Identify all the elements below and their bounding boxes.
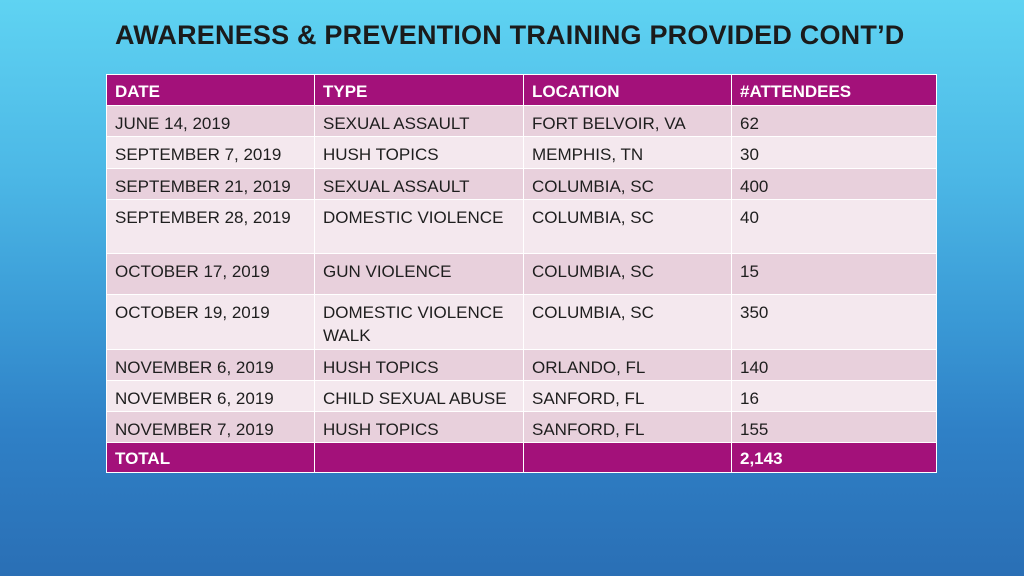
cell-date: OCTOBER 19, 2019	[106, 294, 315, 350]
cell-date: SEPTEMBER 7, 2019	[106, 136, 315, 169]
cell-type: CHILD SEXUAL ABUSE	[314, 380, 524, 412]
table-row: JUNE 14, 2019 SEXUAL ASSAULT FORT BELVOI…	[106, 105, 937, 137]
cell-attendees: 15	[731, 253, 937, 295]
cell-type: DOMESTIC VIOLENCE WALK	[314, 294, 524, 350]
table-header-row: DATE TYPE LOCATION #ATTENDEES	[106, 74, 937, 106]
cell-attendees: 350	[731, 294, 937, 350]
cell-location: COLUMBIA, SC	[523, 199, 732, 254]
cell-location: SANFORD, FL	[523, 380, 732, 412]
table-row: NOVEMBER 7, 2019 HUSH TOPICS SANFORD, FL…	[106, 411, 937, 443]
header-attendees: #ATTENDEES	[731, 74, 937, 106]
cell-location: ORLANDO, FL	[523, 349, 732, 381]
total-attendees: 2,143	[731, 442, 937, 473]
cell-date: SEPTEMBER 21, 2019	[106, 168, 315, 200]
cell-date: OCTOBER 17, 2019	[106, 253, 315, 295]
cell-location: SANFORD, FL	[523, 411, 732, 443]
table-row: NOVEMBER 6, 2019 CHILD SEXUAL ABUSE SANF…	[106, 380, 937, 412]
cell-attendees: 62	[731, 105, 937, 137]
table-row: OCTOBER 19, 2019 DOMESTIC VIOLENCE WALK …	[106, 294, 937, 350]
cell-location: MEMPHIS, TN	[523, 136, 732, 169]
cell-type: GUN VIOLENCE	[314, 253, 524, 295]
header-location: LOCATION	[523, 74, 732, 106]
cell-type: SEXUAL ASSAULT	[314, 168, 524, 200]
cell-date: NOVEMBER 7, 2019	[106, 411, 315, 443]
cell-attendees: 40	[731, 199, 937, 254]
cell-location: COLUMBIA, SC	[523, 168, 732, 200]
total-empty-location	[523, 442, 732, 473]
cell-type: DOMESTIC VIOLENCE	[314, 199, 524, 254]
cell-date: JUNE 14, 2019	[106, 105, 315, 137]
training-table: DATE TYPE LOCATION #ATTENDEES JUNE 14, 2…	[106, 74, 937, 473]
table-row: OCTOBER 17, 2019 GUN VIOLENCE COLUMBIA, …	[106, 253, 937, 295]
total-label: TOTAL	[106, 442, 315, 473]
cell-type: HUSH TOPICS	[314, 136, 524, 169]
cell-date: SEPTEMBER 28, 2019	[106, 199, 315, 254]
cell-attendees: 140	[731, 349, 937, 381]
header-date: DATE	[106, 74, 315, 106]
header-type: TYPE	[314, 74, 524, 106]
table-total-row: TOTAL 2,143	[106, 442, 937, 473]
table-row: SEPTEMBER 21, 2019 SEXUAL ASSAULT COLUMB…	[106, 168, 937, 200]
cell-attendees: 16	[731, 380, 937, 412]
cell-type: HUSH TOPICS	[314, 411, 524, 443]
cell-date: NOVEMBER 6, 2019	[106, 380, 315, 412]
slide-title: AWARENESS & PREVENTION TRAINING PROVIDED…	[115, 20, 905, 50]
table-row: NOVEMBER 6, 2019 HUSH TOPICS ORLANDO, FL…	[106, 349, 937, 381]
table-row: SEPTEMBER 28, 2019 DOMESTIC VIOLENCE COL…	[106, 199, 937, 254]
cell-type: SEXUAL ASSAULT	[314, 105, 524, 137]
table-row: SEPTEMBER 7, 2019 HUSH TOPICS MEMPHIS, T…	[106, 136, 937, 169]
total-empty-type	[314, 442, 524, 473]
cell-location: COLUMBIA, SC	[523, 294, 732, 350]
cell-attendees: 400	[731, 168, 937, 200]
cell-type: HUSH TOPICS	[314, 349, 524, 381]
cell-attendees: 155	[731, 411, 937, 443]
cell-attendees: 30	[731, 136, 937, 169]
cell-location: FORT BELVOIR, VA	[523, 105, 732, 137]
cell-location: COLUMBIA, SC	[523, 253, 732, 295]
cell-date: NOVEMBER 6, 2019	[106, 349, 315, 381]
